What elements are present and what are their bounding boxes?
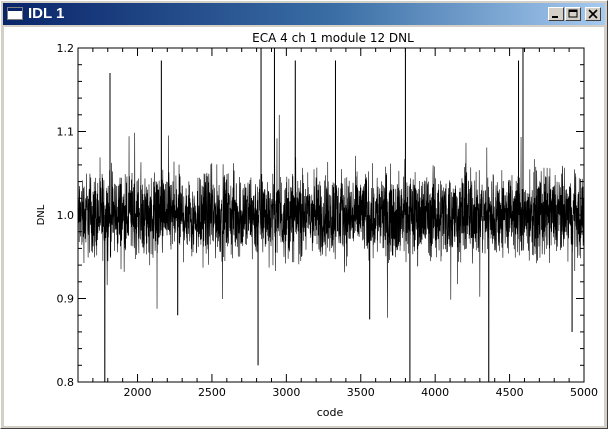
x-tick-label: 2000: [124, 386, 152, 399]
x-tick-label: 4000: [421, 386, 449, 399]
y-axis-ticks: 0.8 0.9 1.0 1.1 1.2: [57, 42, 584, 389]
x-axis-label: code: [317, 406, 344, 419]
close-button[interactable]: [585, 7, 601, 21]
chart-title: ECA 4 ch 1 module 12 DNL: [252, 31, 414, 45]
x-tick-label: 3000: [272, 386, 300, 399]
series-layer: [77, 47, 585, 383]
x-tick-label: 4500: [496, 386, 524, 399]
y-tick-label: 1.1: [57, 126, 75, 139]
window-app-icon: [7, 7, 23, 20]
dnl-series-line: [77, 47, 585, 383]
plot-area: ECA 4 ch 1 module 12 DNL 2000 2500 3000 350…: [4, 27, 604, 426]
x-tick-label: 5000: [570, 386, 598, 399]
y-tick-label: 0.9: [57, 293, 75, 306]
window-title: IDL 1: [28, 5, 65, 22]
x-tick-label: 3500: [347, 386, 375, 399]
window-titlebar[interactable]: IDL 1: [3, 3, 605, 25]
minimize-button[interactable]: [548, 7, 564, 21]
maximize-button[interactable]: [565, 7, 581, 21]
dnl-chart: ECA 4 ch 1 module 12 DNL 2000 2500 3000 350…: [36, 31, 598, 419]
y-tick-label: 1.0: [57, 209, 75, 222]
y-axis-label: DNL: [36, 204, 47, 225]
y-tick-label: 1.2: [57, 42, 75, 55]
x-tick-label: 2500: [198, 386, 226, 399]
minimize-icon: [552, 16, 558, 18]
y-tick-label: 0.8: [57, 376, 75, 389]
maximize-icon: [568, 9, 578, 18]
close-icon: [588, 9, 598, 19]
x-axis-ticks: 2000 2500 3000 3500 4000 4500 5000: [77, 48, 598, 399]
